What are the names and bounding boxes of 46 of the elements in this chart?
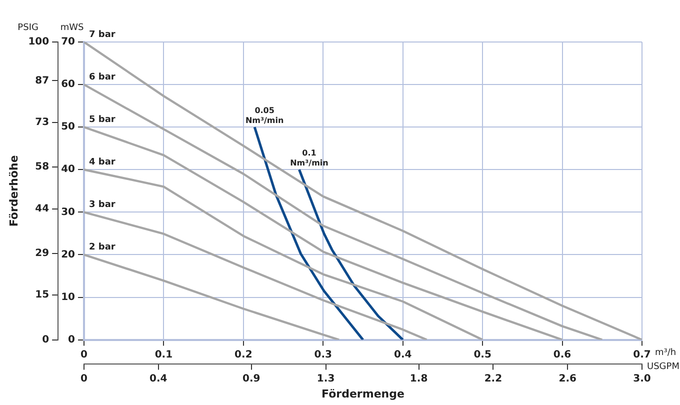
y2-tick-label: 100: [28, 36, 50, 48]
text: m³/h: [655, 348, 676, 358]
series-label: 3 bar: [88, 200, 116, 210]
x2-tick-label: 0.9: [242, 373, 260, 384]
x2-tick-label: 1.3: [316, 373, 335, 384]
series-label: 0.1 Nm³/min: [290, 148, 329, 168]
y-tick-label: 20: [61, 249, 76, 260]
y2-tick-label: 29: [35, 248, 50, 260]
x2-tick-label: 0: [80, 373, 88, 384]
x2-tick-label: 0.4: [150, 373, 168, 384]
x-tick-label: 0.2: [234, 349, 252, 360]
series-label: 4 bar: [88, 157, 116, 168]
series-label: 0.05 Nm³/min: [245, 106, 284, 126]
series-label: 5 bar: [88, 114, 116, 125]
y2-tick-label: 0: [42, 334, 50, 346]
y2-tick-label: 15: [35, 290, 50, 301]
x2-axis-title: USGPM: [647, 362, 680, 372]
y-tick-label: 50: [61, 122, 76, 133]
y-tick-label: 70: [61, 36, 76, 48]
series-label: 2 bar: [88, 242, 116, 253]
y2-axis-title: Förderhöhe: [7, 155, 20, 227]
x2-tick-label: 2.6: [558, 373, 576, 384]
x-tick-label: 0.5: [474, 349, 492, 360]
series-label: 7 bar: [88, 30, 116, 40]
series-label: 6 bar: [88, 72, 116, 82]
y-tick-label: 30: [61, 206, 76, 218]
x-tick-label: 0.6: [553, 349, 572, 360]
x2-tick-label: 2.2: [484, 373, 502, 384]
x-tick-label: 0.3: [314, 349, 332, 360]
y2-tick-label: 87: [35, 75, 50, 86]
text: PSIG: [18, 22, 38, 33]
x2-tick-label: 3.0: [633, 373, 651, 384]
x-tick-label: 0.4: [394, 349, 412, 360]
x-tick-label: 0.7: [633, 349, 651, 360]
x-tick-label: 0: [80, 349, 88, 360]
text: mWS: [60, 22, 84, 33]
y2-tick-label: 58: [35, 162, 50, 173]
y-tick-label: 0: [68, 334, 76, 346]
x2-tick-label: 1.8: [410, 373, 428, 384]
y2-tick-label: 73: [35, 117, 50, 128]
y2-tick-label: 44: [35, 203, 50, 214]
y-tick-label: 40: [61, 164, 76, 176]
y-tick-label: 10: [61, 292, 76, 303]
x-axis-title: Fördermenge: [322, 387, 404, 400]
y-tick-label: 60: [61, 79, 76, 90]
x-tick-label: 0.1: [154, 349, 173, 360]
